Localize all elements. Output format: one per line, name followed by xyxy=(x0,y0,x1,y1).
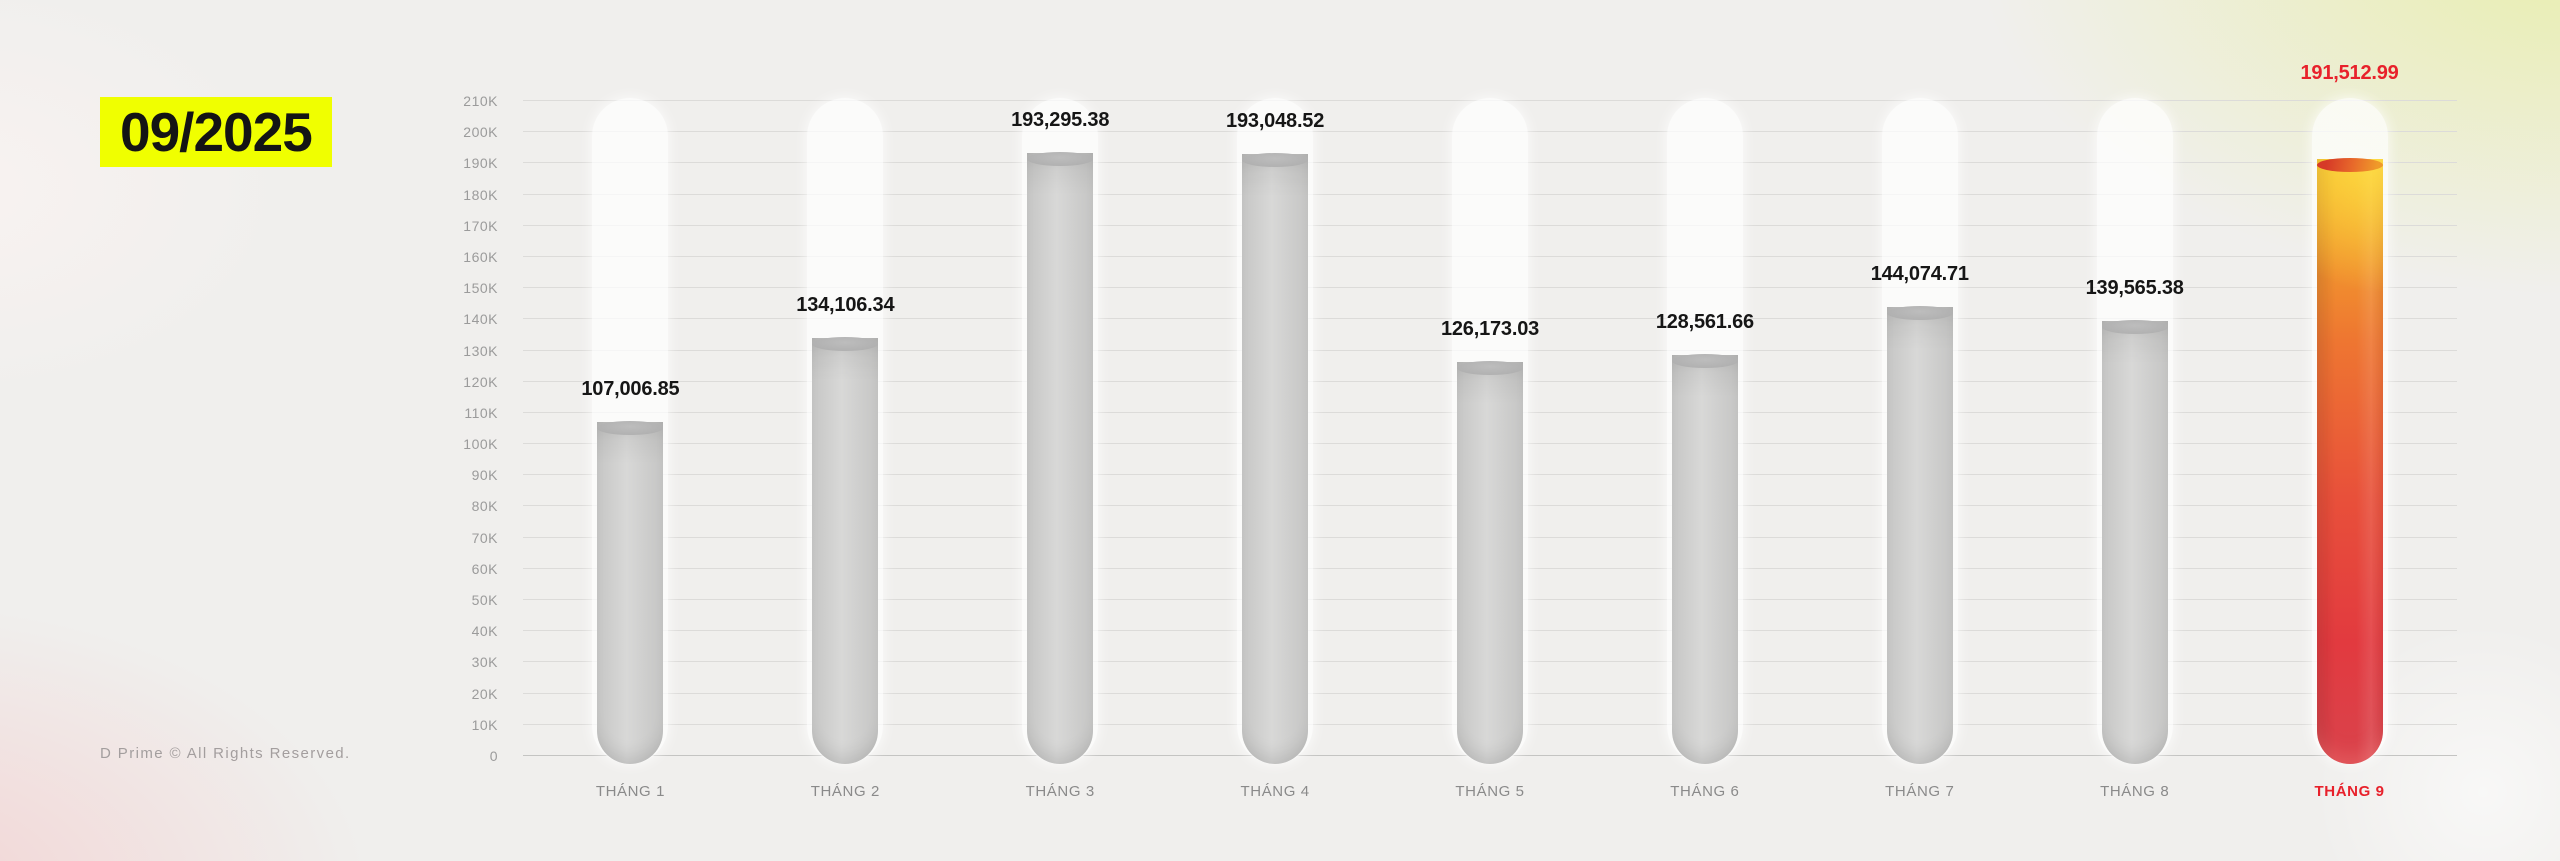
bar-top-ellipse xyxy=(812,336,879,351)
bar-fill xyxy=(812,336,879,764)
y-axis-tick-label: 170K xyxy=(463,217,498,234)
x-axis: THÁNG 1 THÁNG 2 THÁNG 3 THÁNG 4 THÁNG 5 THÁNG… xyxy=(523,783,2457,800)
bar-fill xyxy=(1242,152,1309,764)
x-axis-month-label: THÁNG 8 xyxy=(2100,783,2170,800)
bar-value-label: 193,048.52 xyxy=(1226,109,1325,132)
bar-column: 193,295.38 xyxy=(953,98,1168,764)
y-axis-tick-label: 160K xyxy=(463,248,498,265)
y-axis-tick-label: 50K xyxy=(471,592,498,609)
bar-value-label: 144,074.71 xyxy=(1870,262,1969,285)
y-axis-tick-label: 40K xyxy=(471,623,498,640)
bar-fill xyxy=(1886,305,1953,764)
bar-top-ellipse xyxy=(597,421,664,436)
x-axis-month-label: THÁNG 1 xyxy=(595,783,666,800)
bar-value-label: 193,295.38 xyxy=(1011,109,1110,132)
bar-value-label: 128,561.66 xyxy=(1655,311,1754,334)
y-axis-tick-label: 70K xyxy=(471,529,498,546)
bar-column: 134,106.34 xyxy=(738,98,953,764)
bar-top-ellipse xyxy=(2101,319,2168,334)
bar-top-ellipse xyxy=(1671,354,1738,369)
y-axis-tick-label: 130K xyxy=(463,342,498,359)
x-axis-month-label: THÁNG 9 xyxy=(2314,783,2385,800)
bar-top-ellipse xyxy=(2316,157,2383,172)
bar-column: 144,074.71 xyxy=(1812,98,2027,764)
bar-column: 139,565.38 xyxy=(2027,98,2242,764)
bar-top-ellipse xyxy=(1457,361,1523,376)
bar-value-label: 126,173.03 xyxy=(1440,318,1540,341)
x-axis-month-label: THÁNG 6 xyxy=(1670,783,1740,800)
bar-top-ellipse xyxy=(1886,305,1953,320)
bar-top-ellipse xyxy=(1242,152,1309,167)
bar-fill xyxy=(597,421,664,764)
bar-value-label: 191,512.99 xyxy=(2300,62,2399,84)
y-axis-tick-label: 150K xyxy=(463,280,498,297)
bar-fill xyxy=(1671,354,1738,764)
y-axis-tick-label: 10K xyxy=(471,716,498,733)
y-axis-tick-label: 110K xyxy=(464,404,498,421)
y-axis-tick-label: 100K xyxy=(463,436,498,453)
y-axis-tick-label: 90K xyxy=(471,467,498,484)
bar-value-label: 107,006.85 xyxy=(581,378,680,401)
y-axis-tick-label: 20K xyxy=(471,685,498,702)
bar-value-label: 139,565.38 xyxy=(2085,276,2184,299)
x-axis-month-label: THÁNG 3 xyxy=(1025,783,1095,800)
bar-top-ellipse xyxy=(1027,152,1094,167)
y-axis-tick-label: 190K xyxy=(463,155,498,172)
bar-column: 193,048.52 xyxy=(1168,98,1383,764)
x-axis-month-label: THÁNG 7 xyxy=(1885,783,1955,800)
y-axis-tick-label: 120K xyxy=(463,373,498,390)
copyright-text: D Prime © All Rights Reserved. xyxy=(100,745,351,762)
bar-column: 191,512.99 xyxy=(2242,62,2457,764)
y-axis: 0 10K 20K 30K 40K 50K 60K 70K 80K 90K 100K 110K 120K… xyxy=(380,94,498,763)
x-axis-month-label: THÁNG 4 xyxy=(1240,783,1310,800)
bar-column: 126,173.03 xyxy=(1383,98,1598,764)
y-axis-tick-label: 140K xyxy=(463,311,498,328)
bars-row: 107,006.85 134,106.34 193,295.38 193,048.52… xyxy=(523,62,2457,764)
bar-fill xyxy=(1027,152,1094,764)
x-axis-month-label: THÁNG 5 xyxy=(1455,783,1525,800)
bar-column: 107,006.85 xyxy=(523,98,738,764)
y-axis-tick-label: 60K xyxy=(471,560,498,577)
bar-fill xyxy=(2316,157,2383,764)
plot-area: 107,006.85 134,106.34 193,295.38 193,048.52… xyxy=(523,62,2457,764)
y-axis-tick-label: 30K xyxy=(471,654,498,671)
bar-value-label: 134,106.34 xyxy=(796,293,895,316)
x-axis-month-label: THÁNG 2 xyxy=(810,783,880,800)
y-axis-tick-label: 180K xyxy=(463,186,498,203)
bar-fill xyxy=(2101,319,2168,764)
date-badge: 09/2025 xyxy=(100,97,332,167)
bar-column: 128,561.66 xyxy=(1597,98,1812,764)
y-axis-tick-label: 80K xyxy=(471,498,498,515)
y-axis-tick-label: 200K xyxy=(463,124,498,141)
y-axis-tick-label: 0 xyxy=(489,748,498,764)
bar-fill xyxy=(1457,361,1523,764)
y-axis-tick-label: 210K xyxy=(463,93,498,109)
